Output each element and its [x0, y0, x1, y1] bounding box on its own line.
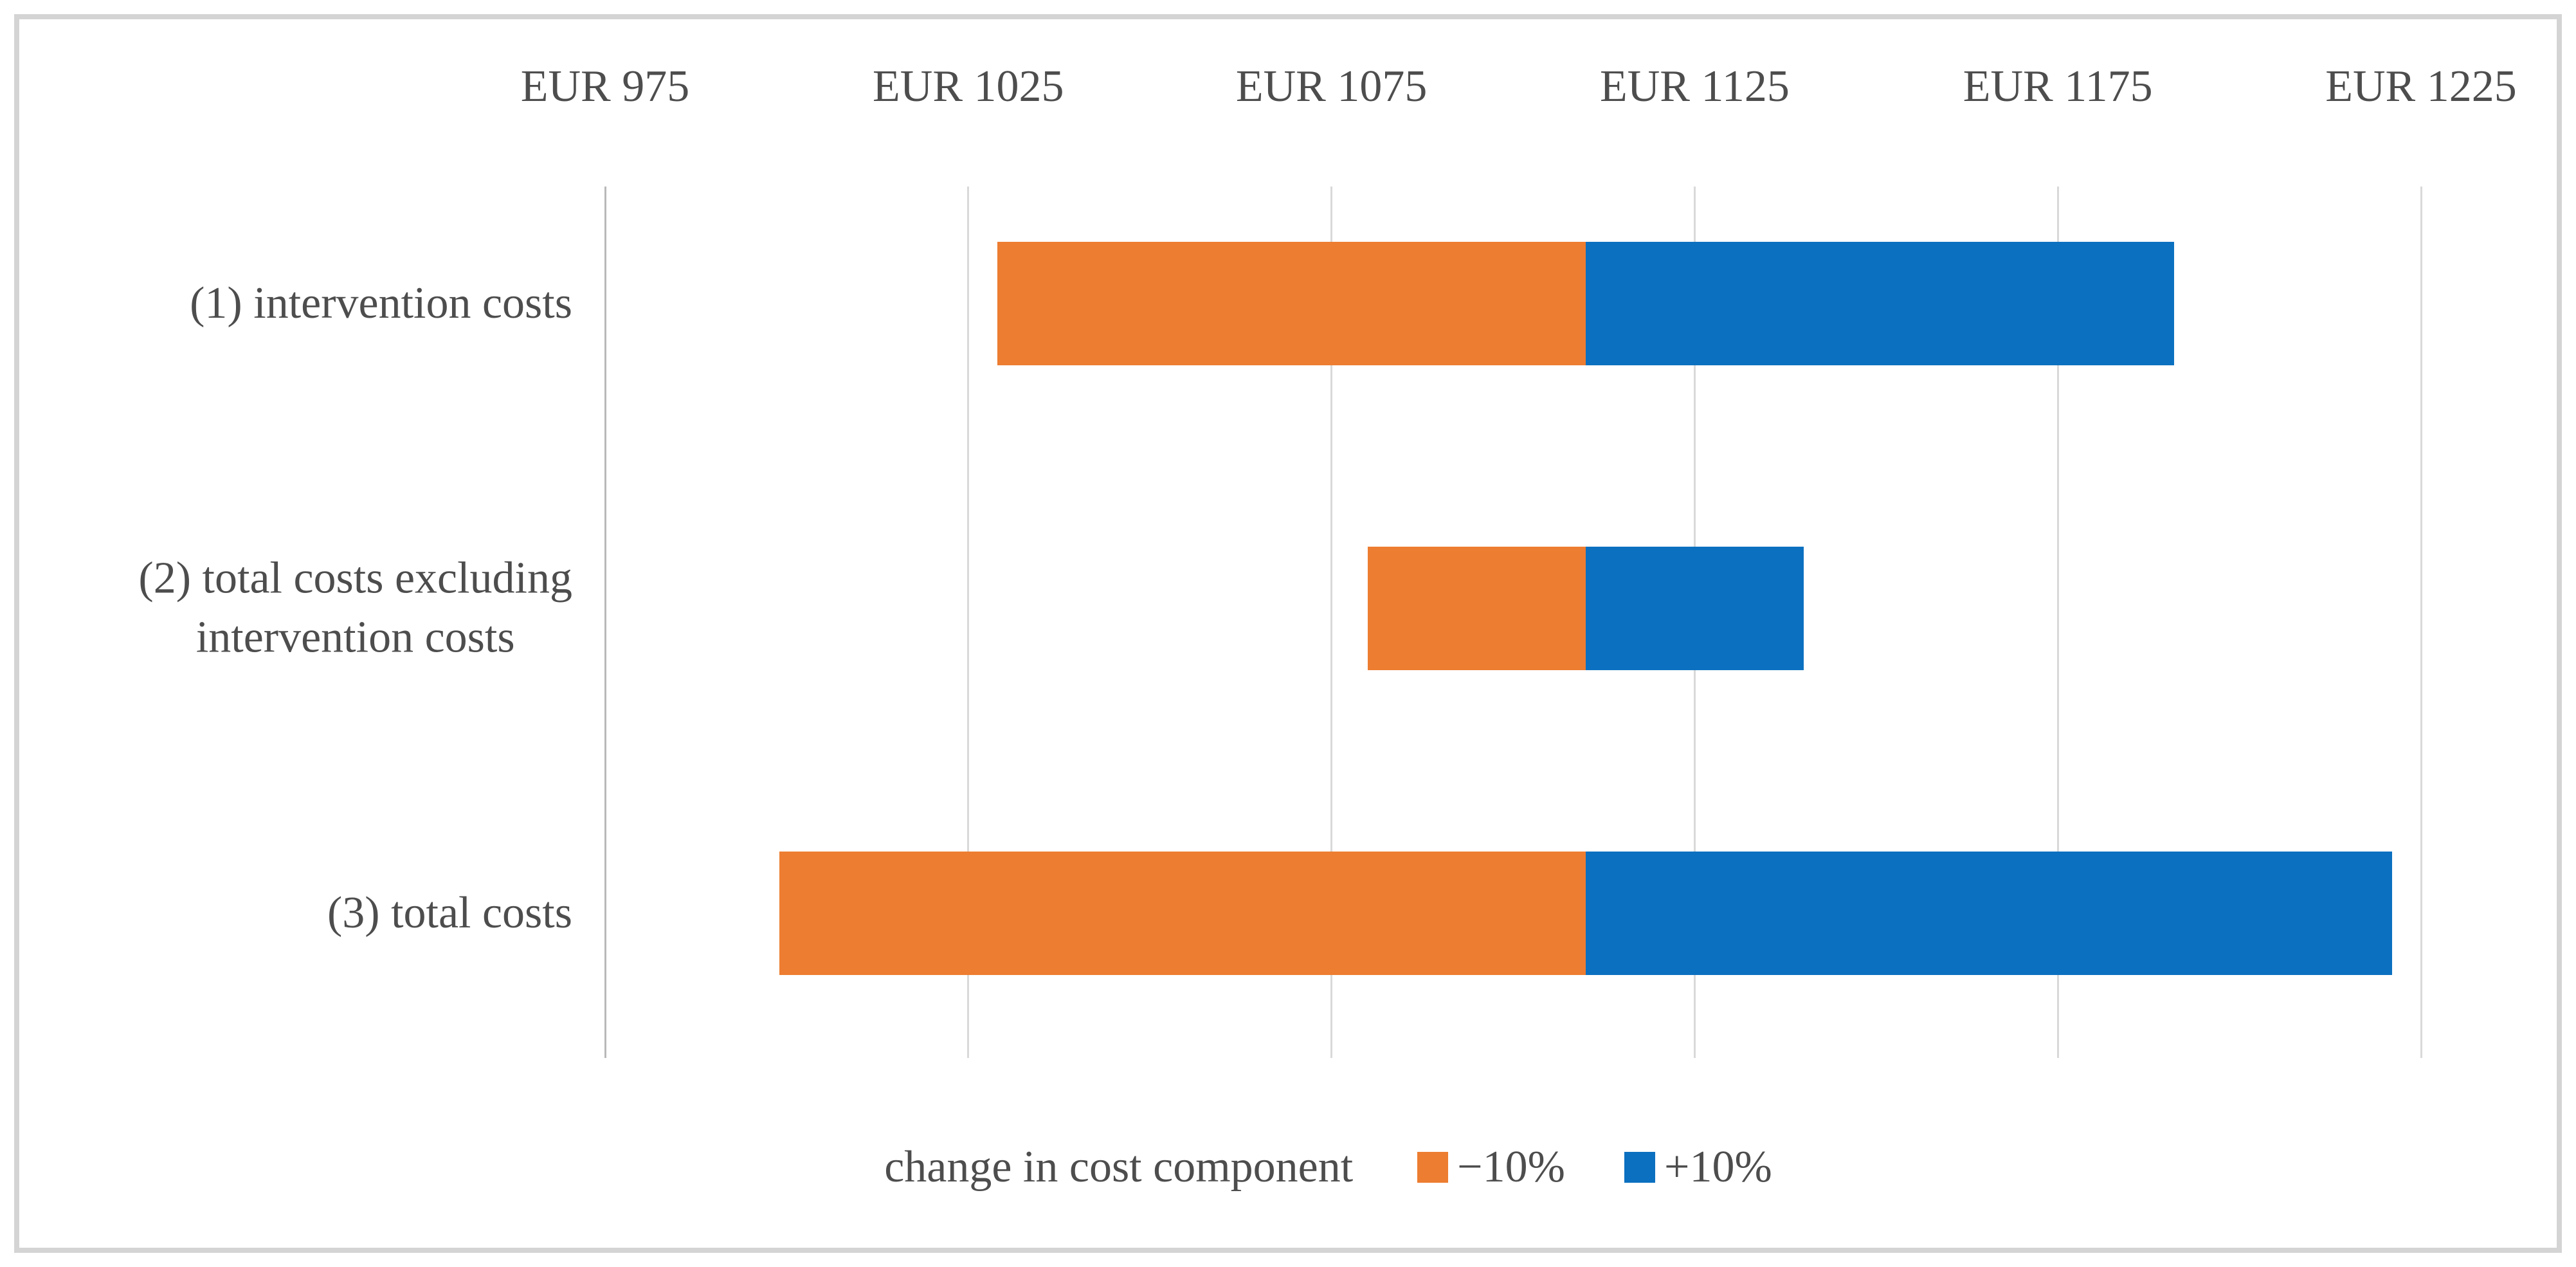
x-tick-label: EUR 1075	[1235, 62, 1428, 111]
legend-swatch-icon	[1624, 1152, 1655, 1183]
bar-plus10	[1585, 852, 2392, 975]
category-label: (2) total costs excluding intervention c…	[138, 553, 572, 662]
bar-minus10	[997, 242, 1586, 365]
legend-swatch-icon	[1417, 1152, 1449, 1183]
legend-series-name: +10%	[1664, 1142, 1772, 1192]
x-tick-label: EUR 1175	[1963, 62, 2153, 111]
bar-minus10	[779, 852, 1586, 975]
legend-series-name: −10%	[1457, 1142, 1565, 1192]
category-axis-line	[604, 187, 606, 1058]
chart-legend: change in cost component −10% +10%	[80, 1142, 2576, 1193]
x-tick-label: EUR 975	[520, 62, 690, 111]
x-gridline	[1330, 187, 1333, 1058]
x-tick-label: EUR 1225	[2325, 62, 2517, 111]
legend-items: −10% +10%	[1417, 1142, 1772, 1193]
x-gridline	[967, 187, 970, 1058]
legend-title: change in cost component	[884, 1142, 1354, 1192]
x-gridline	[2056, 187, 2059, 1058]
category-label: (1) intervention costs	[190, 278, 572, 328]
x-tick-label: EUR 1125	[1599, 62, 1790, 111]
x-tick-label: EUR 1025	[873, 62, 1064, 111]
bar-plus10	[1585, 547, 1804, 670]
figure-border	[14, 14, 2562, 1253]
legend-item: −10%	[1417, 1142, 1565, 1193]
bar-plus10	[1585, 242, 2174, 365]
legend-item: +10%	[1624, 1142, 1772, 1193]
bar-minus10	[1368, 547, 1586, 670]
x-gridline	[2420, 187, 2422, 1058]
category-label: (3) total costs	[327, 888, 572, 938]
